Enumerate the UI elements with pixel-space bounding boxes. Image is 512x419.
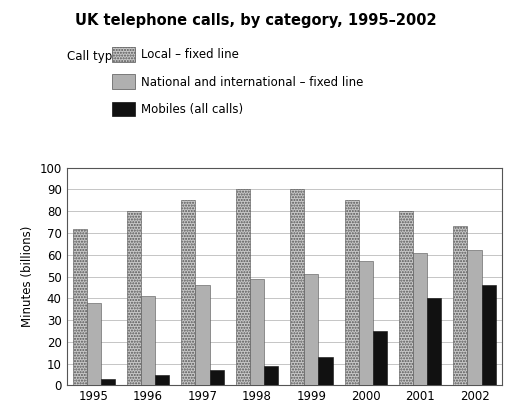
Bar <box>467 251 482 385</box>
Bar <box>399 211 413 385</box>
Bar <box>359 261 373 385</box>
Bar <box>196 285 209 385</box>
Bar <box>236 189 250 385</box>
Bar <box>373 331 387 385</box>
Text: Call type:: Call type: <box>67 50 123 63</box>
Bar <box>141 296 155 385</box>
Bar <box>318 357 333 385</box>
Text: Mobiles (all calls): Mobiles (all calls) <box>141 103 243 116</box>
Bar <box>427 298 441 385</box>
Bar <box>127 211 141 385</box>
Bar <box>155 375 169 385</box>
Bar <box>87 303 101 385</box>
Bar <box>413 253 427 385</box>
Text: Local – fixed line: Local – fixed line <box>141 48 239 61</box>
Bar <box>345 200 359 385</box>
Bar <box>209 370 224 385</box>
Bar <box>250 279 264 385</box>
Bar <box>264 366 278 385</box>
Bar <box>73 229 87 385</box>
Y-axis label: Minutes (billions): Minutes (billions) <box>21 226 34 327</box>
Bar <box>290 189 304 385</box>
Bar <box>181 200 196 385</box>
Bar <box>304 274 318 385</box>
Text: National and international – fixed line: National and international – fixed line <box>141 75 363 88</box>
Text: UK telephone calls, by category, 1995–2002: UK telephone calls, by category, 1995–20… <box>75 13 437 28</box>
Bar <box>453 226 467 385</box>
Bar <box>101 379 115 385</box>
Bar <box>482 285 496 385</box>
